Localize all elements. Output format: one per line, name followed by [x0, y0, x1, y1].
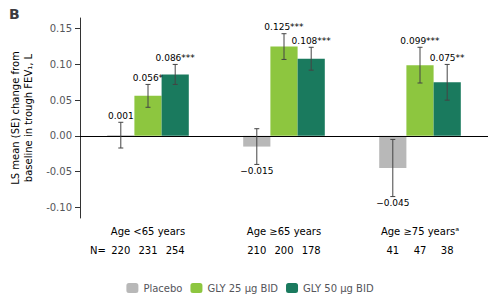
svg-text:38: 38: [441, 245, 454, 256]
svg-text:210: 210: [247, 245, 266, 256]
svg-text:-0.10: -0.10: [46, 202, 72, 213]
svg-text:0.10: 0.10: [50, 59, 72, 70]
svg-text:baseline in trough FEV₁, L: baseline in trough FEV₁, L: [23, 53, 34, 182]
svg-text:0.001: 0.001: [108, 111, 134, 121]
svg-text:0.125***: 0.125***: [264, 22, 304, 32]
svg-text:Age ≥65 years: Age ≥65 years: [247, 226, 321, 237]
svg-text:178: 178: [302, 245, 321, 256]
svg-text:0.15: 0.15: [50, 23, 72, 34]
svg-text:Placebo: Placebo: [143, 283, 182, 294]
svg-text:41: 41: [386, 245, 399, 256]
svg-text:0.099***: 0.099***: [400, 36, 440, 46]
svg-text:Age ≥75 yearsᵃ: Age ≥75 yearsᵃ: [381, 226, 459, 237]
svg-text:−0.045: −0.045: [376, 198, 409, 208]
svg-text:B: B: [9, 6, 20, 22]
svg-text:0.086***: 0.086***: [156, 53, 196, 63]
svg-text:0.056*: 0.056*: [133, 73, 164, 83]
svg-text:231: 231: [138, 245, 157, 256]
svg-text:Age <65 years: Age <65 years: [111, 226, 185, 237]
svg-text:0.108***: 0.108***: [292, 36, 332, 46]
svg-text:GLY 25 μg BID: GLY 25 μg BID: [207, 283, 278, 294]
svg-text:-0.05: -0.05: [46, 166, 72, 177]
svg-text:GLY 50 μg BID: GLY 50 μg BID: [303, 283, 374, 294]
svg-text:−0.015: −0.015: [240, 166, 273, 176]
svg-text:N=: N=: [90, 245, 106, 256]
svg-text:0.05: 0.05: [50, 95, 72, 106]
svg-text:254: 254: [166, 245, 185, 256]
svg-text:220: 220: [111, 245, 130, 256]
svg-text:0.075**: 0.075**: [430, 53, 465, 63]
svg-text:0.00: 0.00: [50, 130, 72, 141]
svg-text:200: 200: [274, 245, 293, 256]
svg-text:47: 47: [414, 245, 427, 256]
svg-text:LS mean (SE) change from: LS mean (SE) change from: [10, 51, 21, 185]
